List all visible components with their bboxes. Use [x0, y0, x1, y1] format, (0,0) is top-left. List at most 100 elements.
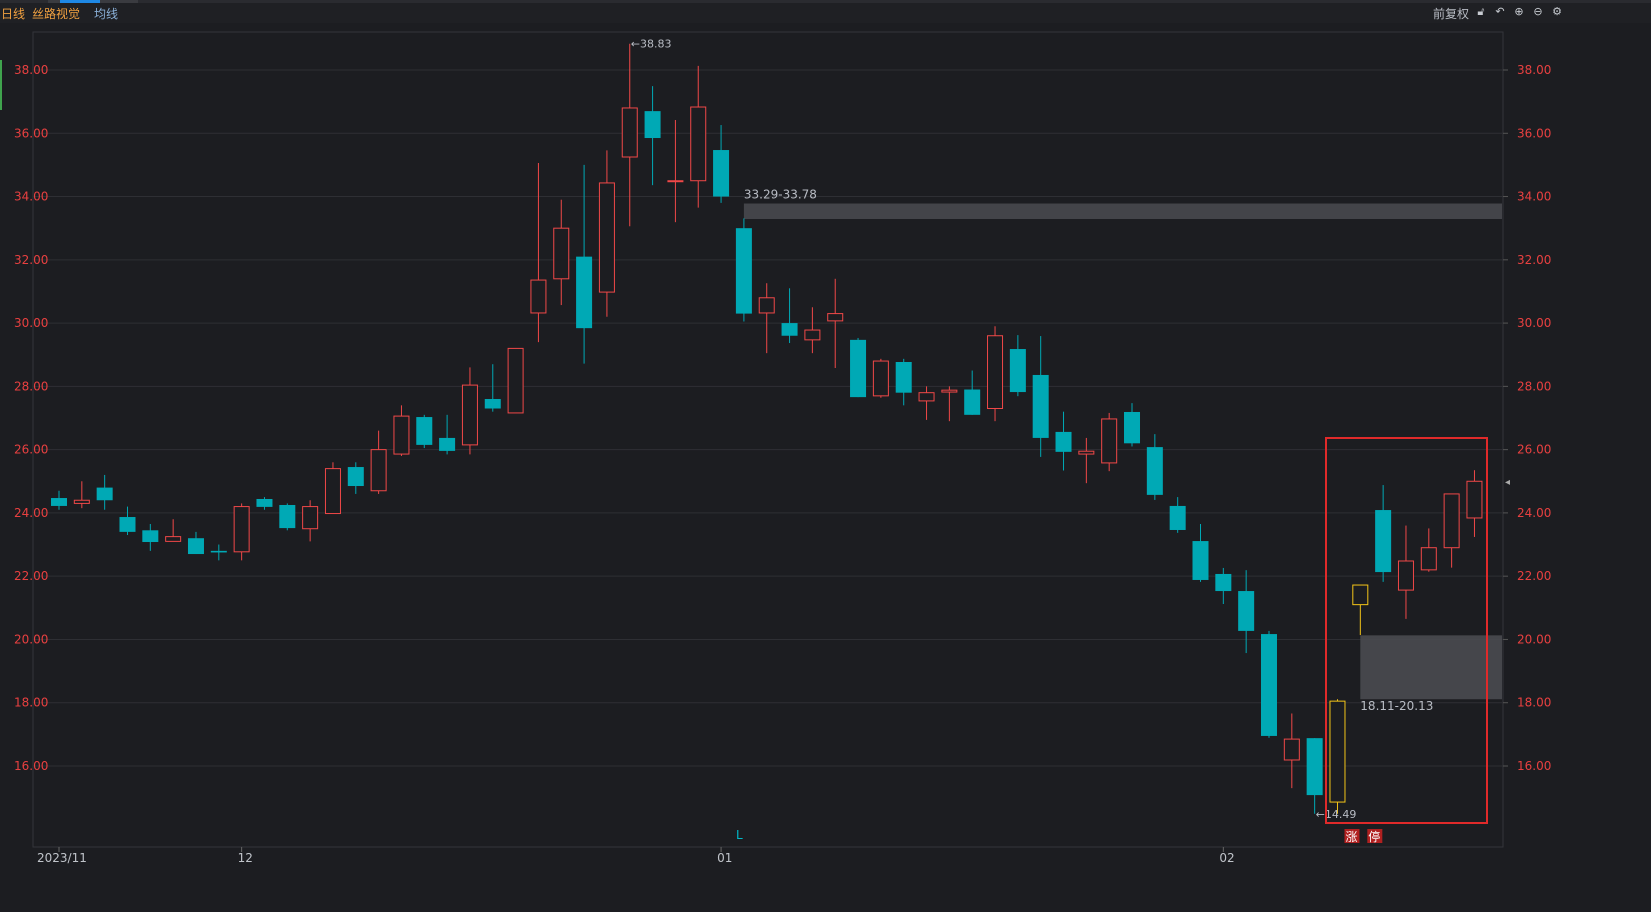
candle-body-up: [1352, 584, 1369, 606]
candle-body-up: [324, 468, 341, 515]
candle-body-down: [1260, 634, 1277, 736]
candle-body-down: [735, 228, 752, 314]
candle-body-down: [1124, 411, 1141, 444]
candle-body-down: [576, 256, 593, 329]
candle-body-up: [1397, 560, 1414, 591]
candle-body-down: [187, 538, 204, 555]
y-tick-label-left: 24.00: [14, 506, 48, 520]
y-tick-label-left: 28.00: [14, 379, 48, 393]
y-tick-label-right: 30.00: [1517, 316, 1551, 330]
chart-toolbar: 日线 丝路视觉 均线 前复权 🔓︎ ↶ ⊕ ⊖ ⚙: [0, 3, 1651, 23]
gap-zone: [743, 203, 1502, 220]
candle-body-down: [964, 389, 981, 415]
panel-indicator: [0, 60, 2, 110]
low-price-label: ←14.49: [1316, 808, 1357, 821]
candle-body-up: [1420, 547, 1437, 571]
y-tick-label-left: 36.00: [14, 126, 48, 140]
candle-body-up: [530, 279, 547, 314]
candle-body-down: [51, 498, 67, 506]
y-tick-label-left: 34.00: [14, 190, 48, 204]
y-tick-label-left: 30.00: [14, 316, 48, 330]
candle-body-down: [1238, 591, 1255, 631]
period-selector[interactable]: 日线: [1, 7, 26, 21]
candle-body-up: [1101, 418, 1118, 464]
candle-body-up: [233, 506, 250, 553]
y-tick-label-left: 22.00: [14, 569, 48, 583]
limit-tag: 停: [1368, 829, 1380, 844]
candle-body-up: [370, 449, 387, 492]
limit-tag-bg: [1367, 829, 1383, 843]
current-price-pointer: ◂: [1505, 477, 1510, 488]
candle-body-down: [1192, 541, 1209, 580]
candle-body-up: [598, 182, 615, 293]
gap-zone-label: 33.29-33.78: [744, 188, 817, 202]
candle-body-up: [461, 384, 478, 446]
candle-body-up: [73, 499, 90, 504]
candle-body-up: [987, 335, 1004, 410]
candle-body-down: [1169, 505, 1186, 530]
candle-body-up: [1443, 493, 1460, 549]
gap-zone: [1360, 635, 1502, 700]
candle-body-down: [1009, 349, 1026, 393]
lock-icon[interactable]: 🔓︎: [1477, 5, 1485, 18]
y-tick-label-right: 38.00: [1517, 63, 1551, 77]
candle-body-up: [165, 536, 182, 542]
x-tick-label: 02: [1219, 851, 1234, 865]
y-tick-label-right: 18.00: [1517, 696, 1551, 710]
candle-body-down: [279, 504, 296, 529]
candle-body-down: [210, 550, 227, 553]
x-tick-label: 2023/11: [37, 851, 87, 865]
gear-icon[interactable]: ⚙: [1552, 5, 1562, 18]
candle-body-up: [690, 106, 707, 182]
candle-body-up: [1329, 700, 1346, 803]
y-tick-label-right: 34.00: [1517, 190, 1551, 204]
indicator-selector[interactable]: 丝路视觉: [32, 7, 81, 21]
x-tick-label: 12: [238, 851, 253, 865]
limit-tag-bg: [1344, 829, 1360, 843]
zoom-in-icon[interactable]: ⊕: [1514, 5, 1524, 18]
candle-body-up: [393, 415, 410, 455]
candle-body-up: [941, 389, 958, 393]
candle-body-up: [918, 392, 935, 402]
undo-icon[interactable]: ↶: [1495, 5, 1505, 18]
highlight-box: [1325, 437, 1488, 824]
candle-body-down: [895, 362, 912, 393]
y-tick-label-right: 36.00: [1517, 126, 1551, 140]
y-tick-label-right: 28.00: [1517, 379, 1551, 393]
window-tab-active[interactable]: [60, 0, 100, 3]
y-tick-label-left: 32.00: [14, 253, 48, 267]
candle-body-up: [302, 506, 319, 530]
candle-body-up: [507, 347, 524, 414]
candle-body-down: [347, 467, 364, 487]
adjust-selector[interactable]: 前复权: [1433, 7, 1470, 21]
y-tick-label-right: 32.00: [1517, 253, 1551, 267]
candle-body-down: [850, 339, 867, 398]
high-price-label: ←38.83: [631, 38, 672, 51]
candle-body-down: [484, 399, 501, 409]
candle-body-up: [1466, 480, 1483, 519]
candle-body-down: [1146, 447, 1163, 495]
y-tick-label-left: 18.00: [14, 696, 48, 710]
y-tick-label-left: 38.00: [14, 63, 48, 77]
candle-body-down: [644, 111, 661, 139]
candle-body-down: [256, 498, 273, 507]
y-tick-label-right: 24.00: [1517, 506, 1551, 520]
candle-body-up: [667, 180, 684, 183]
candle-body-up: [804, 329, 821, 341]
candle-body-up: [553, 227, 570, 280]
y-tick-label-left: 20.00: [14, 632, 48, 646]
marker-label: L: [736, 828, 743, 842]
gap-zone-label: 18.11-20.13: [1360, 699, 1433, 713]
candle-body-down: [142, 530, 159, 543]
ma-toggle[interactable]: 均线: [94, 7, 119, 21]
y-tick-label-left: 16.00: [14, 759, 48, 773]
candle-body-up: [1283, 738, 1300, 761]
candle-body-down: [1215, 573, 1232, 592]
candle-body-up: [758, 297, 775, 314]
candle-body-down: [713, 150, 730, 197]
y-tick-label-right: 22.00: [1517, 569, 1551, 583]
zoom-out-icon[interactable]: ⊖: [1533, 5, 1543, 18]
candle-body-up: [1078, 450, 1095, 455]
candle-body-down: [781, 323, 798, 336]
